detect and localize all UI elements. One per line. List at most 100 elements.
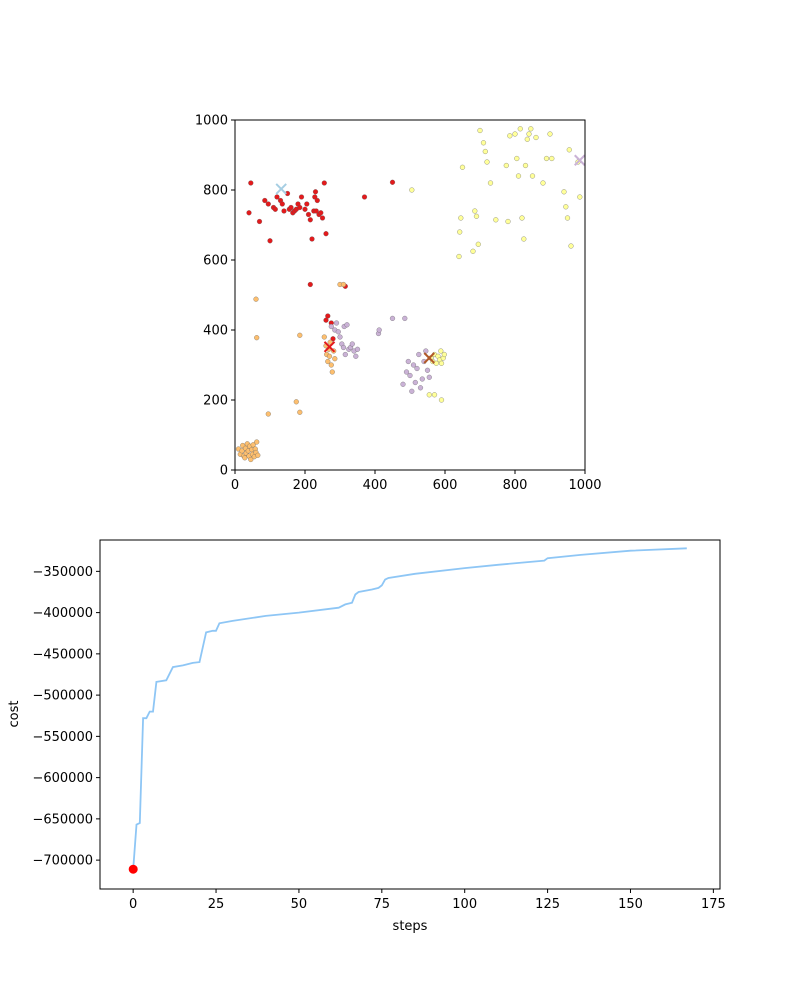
scatter-point — [333, 320, 340, 326]
line-x-tick-label: 150 — [618, 897, 643, 912]
scatter-point — [265, 201, 271, 207]
scatter-y-tick-label: 0 — [220, 464, 228, 479]
line-y-tick-label: −550000 — [32, 730, 93, 745]
scatter-point — [248, 456, 254, 463]
scatter-point — [329, 369, 335, 375]
scatter-point — [309, 236, 315, 242]
scatter-point — [340, 344, 347, 351]
scatter-point — [412, 379, 418, 386]
line-y-tick-label: −500000 — [32, 689, 93, 704]
scatter-point — [526, 131, 532, 137]
scatter-point — [402, 315, 408, 321]
cost-series-line — [132, 547, 687, 870]
scatter-point — [312, 189, 319, 195]
scatter-point — [328, 362, 334, 368]
scatter-point — [438, 397, 445, 403]
start-point-marker — [128, 864, 138, 874]
scatter-point — [332, 356, 338, 362]
cost-line-plot: 0 25 50 75 100 125 150 175 −350000 −400000 −45000… — [7, 539, 726, 934]
scatter-y-tick-label: 600 — [203, 254, 228, 269]
scatter-point — [409, 388, 415, 394]
scatter-point — [505, 218, 511, 225]
scatter-point — [342, 351, 348, 358]
scatter-point — [325, 313, 331, 319]
scatter-point — [297, 409, 303, 415]
line-y-tick-label: −350000 — [32, 565, 93, 580]
scatter-point — [254, 335, 260, 341]
scatter-point — [344, 322, 350, 328]
scatter-point — [480, 140, 487, 146]
scatter-point — [424, 367, 431, 373]
scatter-point — [459, 164, 466, 170]
scatter-point — [470, 248, 476, 254]
scatter-point — [298, 194, 305, 200]
scatter-point — [487, 180, 494, 186]
scatter-point — [307, 217, 313, 223]
scatter-point — [547, 131, 553, 137]
scatter-point — [250, 442, 256, 448]
scatter-point — [515, 173, 522, 179]
scatter-point — [353, 353, 359, 359]
line-y-tick-label: −450000 — [32, 647, 93, 662]
scatter-point — [248, 180, 254, 186]
scatter-point — [441, 351, 447, 358]
scatter-point — [239, 448, 245, 454]
scatter-point — [340, 281, 347, 288]
scatter-point — [517, 126, 523, 132]
scatter-point — [410, 362, 417, 368]
scatter-point — [416, 351, 422, 358]
cluster-center-x-marker — [574, 154, 586, 166]
scatter-point — [484, 159, 490, 165]
line-x-tick-label: 50 — [291, 897, 308, 912]
scatter-point — [482, 148, 488, 155]
scatter-point — [354, 346, 361, 352]
scatter-point — [564, 215, 571, 221]
line-y-tick-label: −400000 — [32, 606, 93, 621]
scatter-point — [457, 229, 463, 235]
scatter-point — [503, 162, 509, 169]
scatter-point — [319, 215, 326, 221]
scatter-point — [431, 392, 438, 398]
scatter-point — [274, 194, 280, 200]
scatter-point — [314, 197, 320, 204]
scatter-point — [438, 348, 444, 354]
line-y-tick-label: −650000 — [32, 812, 93, 827]
scatter-x-tick-label: 1000 — [568, 478, 601, 493]
cluster-center-x-marker — [323, 341, 336, 353]
scatter-point — [349, 341, 355, 347]
scatter-point — [288, 204, 294, 211]
scatter-point — [302, 206, 308, 212]
scatter-point — [433, 360, 439, 366]
scatter-point — [281, 208, 287, 214]
x-axis-label: steps — [393, 919, 428, 934]
scatter-point — [389, 179, 396, 185]
scatter-point — [456, 253, 462, 260]
scatter-x-tick-label: 600 — [433, 478, 458, 493]
scatter-point — [389, 315, 396, 321]
scatter-point — [473, 213, 480, 219]
scatter-point — [419, 376, 425, 382]
scatter-point — [312, 194, 318, 200]
scatter-point — [253, 296, 259, 302]
scatter-point — [335, 329, 341, 335]
scatter-point — [561, 189, 567, 195]
scatter-point — [529, 173, 536, 179]
scatter-point — [246, 210, 252, 216]
scatter-point — [426, 392, 432, 398]
scatter-point — [522, 162, 529, 169]
scatter-point — [493, 217, 499, 223]
line-x-tick-label: 75 — [374, 897, 391, 912]
scatter-x-axis: 0 200 400 600 800 1000 — [231, 470, 602, 493]
scatter-point — [409, 187, 415, 193]
scatter-point — [255, 452, 261, 458]
scatter-point — [307, 281, 313, 288]
scatter-point — [438, 360, 445, 366]
scatter-point — [337, 334, 343, 340]
scatter-cluster-centers — [275, 154, 586, 364]
line-x-axis: 0 25 50 75 100 125 150 175 — [129, 889, 726, 912]
line-x-tick-label: 25 — [208, 897, 225, 912]
scatter-point — [297, 332, 303, 338]
line-x-tick-label: 0 — [129, 897, 137, 912]
